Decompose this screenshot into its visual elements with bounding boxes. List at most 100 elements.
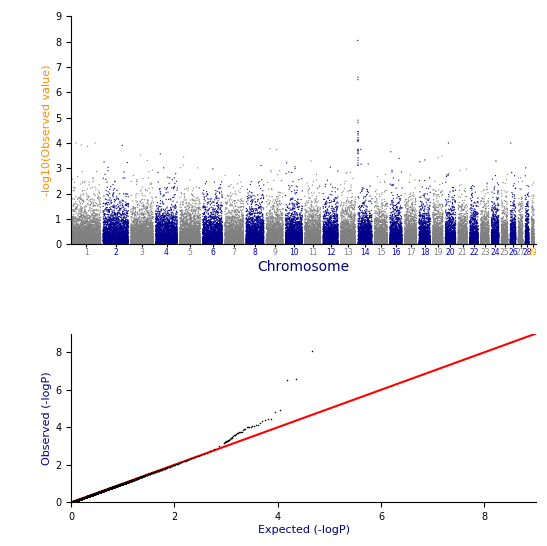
Point [95, 232, 103, 240]
Point [374, 224, 382, 233]
Point [244, 222, 253, 230]
Point [68, 497, 77, 506]
Point [292, 240, 300, 248]
Point [111, 482, 120, 491]
Point [176, 240, 185, 248]
Point [328, 233, 336, 242]
Point [379, 225, 387, 234]
Point [482, 232, 491, 241]
Point [381, 235, 390, 244]
Point [528, 240, 537, 248]
Point [451, 234, 459, 242]
Point [381, 221, 390, 230]
Point [528, 228, 537, 237]
Point [238, 220, 247, 229]
Point [301, 240, 310, 248]
Point [249, 240, 258, 248]
Point [202, 224, 211, 233]
Point [329, 240, 337, 248]
Point [382, 240, 391, 248]
Point [323, 229, 332, 238]
Point [478, 235, 487, 244]
Point [159, 236, 167, 245]
Point [435, 232, 444, 241]
Point [480, 234, 489, 243]
Point [500, 238, 509, 246]
Point [123, 227, 132, 235]
Point [109, 237, 118, 246]
Point [148, 230, 157, 239]
Point [106, 484, 115, 492]
Point [381, 226, 389, 235]
Point [350, 240, 358, 248]
Point [160, 232, 168, 240]
Point [92, 223, 101, 232]
Point [129, 227, 137, 235]
Point [500, 236, 509, 245]
Point [443, 236, 452, 245]
Point [170, 222, 178, 230]
Point [86, 197, 95, 206]
Point [234, 234, 242, 243]
Point [397, 234, 405, 242]
Point [338, 229, 347, 238]
Point [166, 232, 175, 240]
Point [417, 238, 426, 246]
Point [377, 234, 386, 243]
Point [232, 233, 241, 241]
Point [329, 237, 337, 246]
Point [392, 224, 400, 233]
Point [528, 237, 537, 246]
Point [441, 220, 450, 229]
Point [377, 230, 386, 239]
Point [78, 220, 86, 229]
Point [141, 239, 150, 247]
Point [78, 494, 87, 502]
Point [523, 238, 532, 247]
Point [285, 234, 294, 242]
Point [446, 234, 455, 242]
Point [130, 219, 138, 228]
Point [438, 216, 447, 225]
Point [450, 225, 458, 234]
Point [283, 236, 292, 245]
Point [158, 232, 166, 241]
Point [211, 231, 219, 240]
Point [224, 236, 232, 245]
Point [110, 232, 119, 241]
Point [163, 236, 172, 245]
Point [522, 230, 531, 239]
Point [444, 217, 452, 226]
Point [292, 234, 300, 243]
Point [165, 234, 174, 242]
Point [256, 238, 265, 246]
Point [164, 220, 172, 229]
Point [269, 223, 277, 232]
Point [503, 224, 511, 233]
Point [140, 231, 149, 240]
Point [528, 238, 537, 246]
Point [471, 208, 480, 217]
Point [227, 221, 236, 229]
Point [416, 239, 424, 248]
Point [303, 227, 312, 235]
Point [83, 238, 91, 246]
Point [211, 222, 219, 231]
Point [402, 229, 411, 238]
Point [311, 216, 320, 225]
Point [483, 234, 492, 242]
Point [459, 218, 468, 227]
Point [411, 222, 420, 231]
Point [331, 237, 340, 246]
Point [282, 239, 291, 248]
Point [78, 494, 86, 503]
Point [127, 222, 136, 230]
Point [208, 234, 217, 243]
Point [254, 213, 263, 222]
Point [127, 227, 136, 236]
Point [380, 225, 388, 234]
Point [344, 232, 352, 241]
Point [362, 234, 371, 243]
Point [328, 218, 336, 227]
Point [101, 214, 110, 223]
